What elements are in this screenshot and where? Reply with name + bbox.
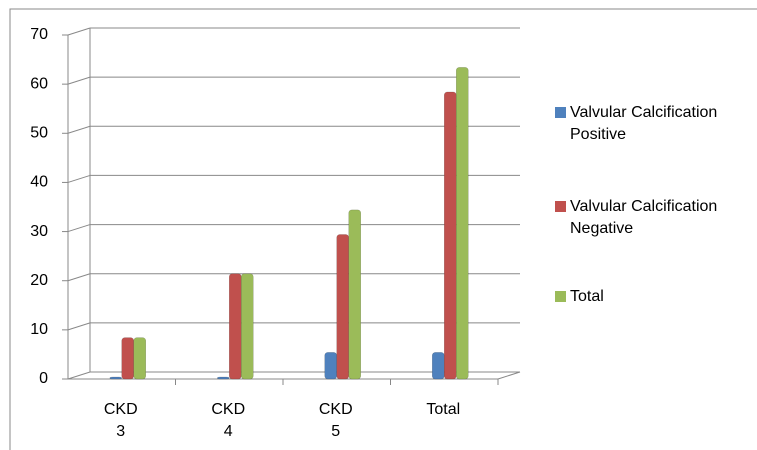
bar xyxy=(348,209,361,380)
grid-line-depth xyxy=(67,76,91,85)
y-tick-label: 10 xyxy=(30,321,48,338)
grid-line-depth xyxy=(67,224,91,233)
bar xyxy=(109,376,122,380)
grid-line-depth xyxy=(67,273,91,282)
bar xyxy=(133,337,146,380)
bar xyxy=(217,376,230,380)
legend-swatch xyxy=(555,201,566,212)
bar xyxy=(241,273,254,380)
y-tick-label: 0 xyxy=(39,370,48,387)
y-tick-label: 60 xyxy=(30,75,48,92)
legend-label: Total xyxy=(570,288,604,305)
x-tick-label: CKD 5 xyxy=(318,401,353,440)
bar xyxy=(444,91,457,380)
grid-line-depth xyxy=(67,174,91,183)
x-tick-label: CKD 4 xyxy=(211,401,246,440)
legend-label: Valvular Calcification Negative xyxy=(570,198,718,237)
y-tick-label: 30 xyxy=(30,223,48,240)
legend-swatch xyxy=(555,107,566,118)
grid-line-depth xyxy=(67,27,91,36)
grid-line-depth xyxy=(67,125,91,134)
grid-line-depth xyxy=(67,371,91,380)
x-tick-label: Total xyxy=(426,401,461,418)
grid-line-depth xyxy=(67,322,91,331)
frame xyxy=(9,8,757,450)
x-tick-label: CKD 3 xyxy=(103,401,138,440)
bar xyxy=(121,337,134,380)
bar xyxy=(336,234,349,380)
y-tick-label: 20 xyxy=(30,272,48,289)
legend-label: Valvular Calcification Positive xyxy=(570,104,718,143)
y-tick-label: 50 xyxy=(30,125,48,142)
legend-swatch xyxy=(555,291,566,302)
bar xyxy=(432,352,445,380)
bar xyxy=(324,352,337,380)
bar xyxy=(456,67,469,380)
floor-edge xyxy=(497,371,521,380)
y-tick-label: 40 xyxy=(30,174,48,191)
bar xyxy=(229,273,242,380)
y-tick-label: 70 xyxy=(30,26,48,43)
